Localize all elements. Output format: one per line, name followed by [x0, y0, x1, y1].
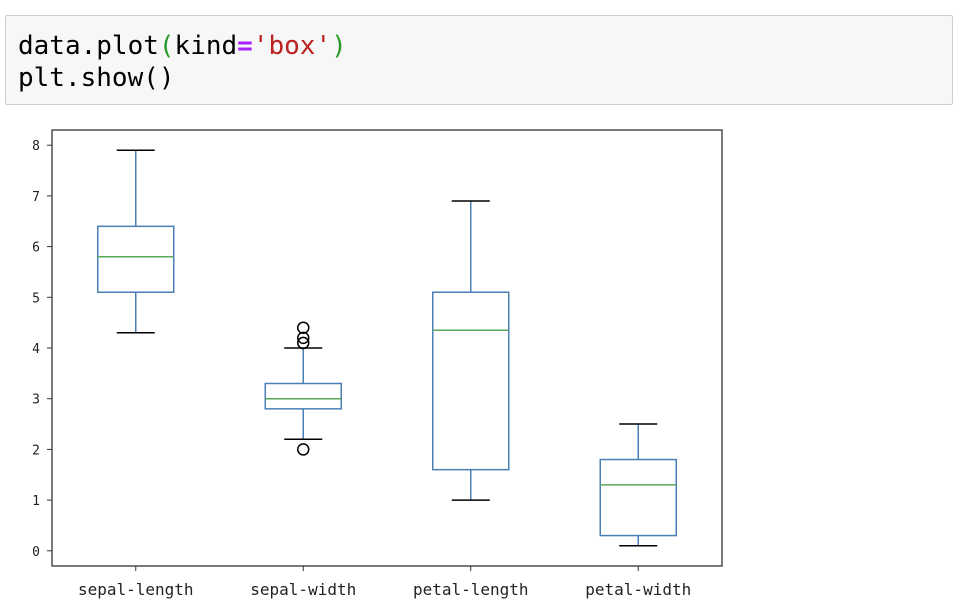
- code-open-paren: (: [158, 31, 175, 61]
- code-line-1: data.plot(kind='box'): [18, 30, 940, 62]
- iqr-box: [264, 382, 342, 410]
- y-tick-label: 1: [32, 494, 40, 509]
- x-tick-label: petal-width: [585, 580, 691, 599]
- y-tick-label: 2: [32, 443, 40, 458]
- iqr-box: [97, 225, 175, 293]
- code-kwarg-name: kind: [174, 31, 238, 61]
- code-cell[interactable]: data.plot(kind='box') plt.show(): [5, 15, 953, 105]
- x-tick-label: petal-length: [413, 580, 529, 599]
- outlier-point: [297, 321, 310, 334]
- outlier-point: [297, 443, 310, 456]
- y-tick-label: 4: [32, 342, 40, 357]
- code-string-literal: 'box': [252, 31, 332, 61]
- plot-area-frame: [51, 129, 723, 567]
- y-tick-label: 3: [32, 393, 40, 408]
- iqr-box: [432, 291, 510, 471]
- outlier-point: [297, 336, 310, 350]
- code-line-2: plt.show(): [18, 63, 175, 93]
- y-tick-label: 5: [32, 291, 40, 306]
- iqr-box: [599, 458, 677, 537]
- y-tick-label: 6: [32, 241, 40, 256]
- y-tick-label: 8: [32, 139, 40, 154]
- y-tick-label: 7: [32, 190, 40, 205]
- code-equals-operator: =: [237, 31, 253, 61]
- box-plot-chart: 0 1 2 3 4 5 6 7 8 sepal-length sepal-width petal-le…: [32, 129, 723, 599]
- x-tick-label: sepal-width: [250, 580, 356, 599]
- code-plot-call: data.plot: [18, 31, 159, 61]
- outlier-point: [297, 331, 310, 345]
- code-close-paren: ): [331, 31, 347, 61]
- x-tick-label: sepal-length: [78, 580, 194, 599]
- y-tick-label: 0: [32, 545, 40, 560]
